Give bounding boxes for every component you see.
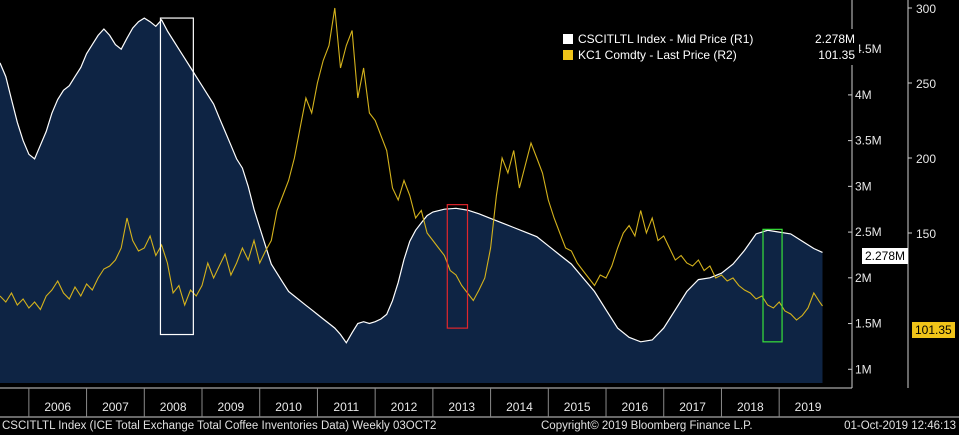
- legend-swatch-yellow: [563, 50, 573, 60]
- tick-label-r1: 2M: [855, 271, 872, 285]
- timestamp: 01-Oct-2019 12:46:13: [844, 420, 956, 432]
- legend: CSCITLTL Index - Mid Price (R1) 2.278M K…: [559, 29, 859, 65]
- copyright-notice: Copyright© 2019 Bloomberg Finance L.P.: [541, 420, 753, 432]
- legend-swatch-white: [563, 34, 573, 44]
- tick-label-r1: 4M: [855, 88, 872, 102]
- source-caption: CSCITLTL Index (ICE Total Exchange Total…: [2, 420, 437, 432]
- x-tick-label: 2011: [333, 400, 359, 414]
- legend-value: 2.278M: [814, 32, 855, 46]
- annotation-box-2: [446, 204, 469, 329]
- x-tick-label: 2018: [737, 400, 764, 414]
- x-axis-labels: 2006 2007 2008 2009 2010 2011 2012 2013 2014 2015…: [28, 388, 822, 417]
- x-tick-label: 2015: [564, 400, 591, 414]
- legend-item-cscitltl: CSCITLTL Index - Mid Price (R1) 2.278M: [563, 31, 855, 47]
- tick-label-r2: 150: [916, 227, 936, 241]
- plot-area: [0, 7, 823, 383]
- tick-label-r1: 2.5M: [855, 225, 882, 239]
- tick-label-r1: 1.5M: [855, 317, 882, 331]
- x-tick-label: 2010: [275, 400, 302, 414]
- x-tick-label: 2017: [679, 400, 706, 414]
- x-tick-label: 2019: [795, 400, 822, 414]
- x-tick-label: 2006: [44, 400, 71, 414]
- last-value-badge-r1: 2.278M: [862, 248, 909, 264]
- legend-label: CSCITLTL Index - Mid Price (R1): [578, 32, 754, 46]
- inventory-area-fill: [0, 18, 823, 383]
- x-tick-label: 2007: [102, 400, 129, 414]
- tick-label-r2: 200: [916, 152, 936, 166]
- tick-label-r1: 3.5M: [855, 134, 882, 148]
- footer: CSCITLTL Index (ICE Total Exchange Total…: [0, 419, 959, 435]
- coffee-price-series-line: [0, 7, 823, 321]
- annotation-box-1: [159, 17, 194, 336]
- x-tick-label: 2009: [218, 400, 245, 414]
- axes: 1M 1.5M 2M 2.5M 3M 3.5M 4M 4.5M 150 200 250 300: [0, 0, 959, 418]
- tick-label-r1: 1M: [855, 362, 872, 376]
- x-tick-label: 2008: [160, 400, 187, 414]
- tick-label-r1: 3M: [855, 179, 872, 193]
- last-value-badge-r2: 101.35: [912, 322, 955, 338]
- x-tick-label: 2012: [391, 400, 418, 414]
- x-tick-label: 2013: [448, 400, 475, 414]
- annotation-box-3: [762, 228, 783, 343]
- x-tick-label: 2016: [622, 400, 649, 414]
- x-tick-label: 2014: [506, 400, 533, 414]
- tick-label-r1: 4.5M: [855, 42, 882, 56]
- legend-label: KC1 Comdty - Last Price (R2): [578, 48, 737, 62]
- legend-item-kc1: KC1 Comdty - Last Price (R2) 101.35: [563, 47, 855, 63]
- tick-label-r2: 300: [916, 2, 936, 16]
- inventory-series-line: [0, 17, 823, 344]
- tick-label-r2: 250: [916, 77, 936, 91]
- legend-value: 101.35: [818, 48, 855, 62]
